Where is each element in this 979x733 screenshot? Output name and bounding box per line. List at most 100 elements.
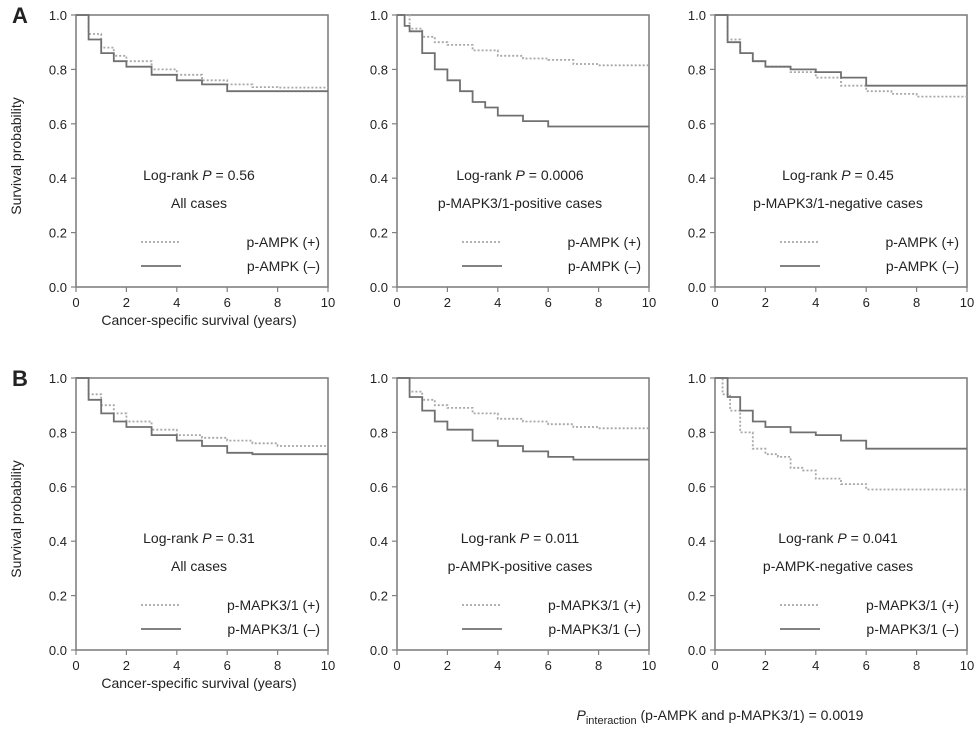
y-tick-label: 0.0 [370,280,388,295]
p-value: = 0.011 [529,530,579,546]
x-tick-label: 2 [123,295,130,310]
plot-frame [396,14,650,288]
x-axis-label: Cancer-specific survival (years) [101,312,296,328]
km-panel-1: 0.0 0.2 0.4 0.6 0.8 1.0 0 2 4 6 8 10 Cancer-specific… [8,3,335,328]
y-tick-label: 0.6 [688,117,706,132]
y-tick-label: 0.4 [49,171,67,186]
y-tick-label: 0.2 [370,589,388,604]
x-tick-label: 4 [494,658,501,673]
y-tick-label: 1.0 [370,8,388,23]
p-symbol: P [202,530,212,546]
legend-entry: p-AMPK (+) [567,234,641,250]
survival-curve-positive [76,377,328,447]
p-value: = 0.31 [212,530,255,546]
x-tick-label: 2 [444,295,451,310]
plot-frame [714,14,968,288]
survival-curve-negative [715,377,967,450]
subset-label: All cases [171,558,227,574]
km-panel-4: 0.0 0.2 0.4 0.6 0.8 1.0 0 2 4 6 8 10 Cancer-specific… [8,366,335,691]
p-symbol: P [520,530,530,546]
x-tick-label: 10 [321,658,335,673]
x-tick-label: 8 [274,295,281,310]
y-tick-label: 0.8 [370,62,388,77]
x-tick-label: 10 [321,295,335,310]
x-tick-label: 10 [960,658,974,673]
y-tick-label: 1.0 [370,371,388,386]
x-tick-label: 8 [274,658,281,673]
survival-curve-negative [715,14,967,87]
p-value: = 0.56 [212,167,255,183]
legend-entry: p-AMPK (+) [246,234,320,250]
y-tick-label: 1.0 [688,371,706,386]
km-panel-3: 0.0 0.2 0.4 0.6 0.8 1.0 0 2 4 6 8 10 Log-rank P = 0.… [688,8,974,310]
log-rank-test: Log-rank [461,530,520,546]
legend-entry: p-AMPK (+) [885,234,959,250]
subset-label: p-MAPK3/1-negative cases [753,195,923,211]
y-axis-label: Survival probability [8,97,24,215]
x-tick-label: 0 [393,295,400,310]
p-symbol: P [516,167,526,183]
x-tick-label: 8 [595,658,602,673]
y-tick-label: 0.0 [370,643,388,658]
y-tick-label: 0.2 [688,589,706,604]
log-rank-test: Log-rank [782,167,841,183]
x-tick-label: 10 [642,295,656,310]
x-tick-label: 6 [863,295,870,310]
log-rank-annotation: Log-rank P = 0.56 [143,167,255,183]
log-rank-annotation: Log-rank P = 0.011 [461,530,580,546]
y-tick-label: 1.0 [49,8,67,23]
survival-curve-negative [76,377,328,456]
y-tick-label: 0.0 [49,643,67,658]
x-tick-label: 10 [642,658,656,673]
panel-letter: A [12,3,28,28]
x-tick-label: 4 [812,295,819,310]
y-tick-label: 0.8 [688,425,706,440]
legend-entry: p-MAPK3/1 (+) [866,597,959,613]
x-tick-label: 2 [762,658,769,673]
x-tick-label: 4 [812,658,819,673]
survival-curve-negative [397,377,649,461]
log-rank-annotation: Log-rank P = 0.45 [782,167,894,183]
survival-curve-positive [715,377,967,491]
x-tick-label: 4 [494,295,501,310]
y-tick-label: 0.2 [688,226,706,241]
y-tick-label: 1.0 [49,371,67,386]
legend-entry: p-MAPK3/1 (+) [227,597,320,613]
log-rank-annotation: Log-rank P = 0.31 [143,530,255,546]
legend-entry: p-AMPK (–) [886,258,959,274]
y-tick-label: 0.0 [688,280,706,295]
interaction-subscript: interaction [586,715,637,727]
km-panel-6: 0.0 0.2 0.4 0.6 0.8 1.0 0 2 4 6 8 10 Log-rank P = 0.… [688,371,974,673]
plot-frame [75,14,329,288]
y-tick-label: 0.4 [688,171,706,186]
y-tick-label: 0.2 [49,226,67,241]
log-rank-test: Log-rank [778,530,837,546]
km-panel-5: 0.0 0.2 0.4 0.6 0.8 1.0 0 2 4 6 8 10 Log-rank P = 0.… [370,371,656,673]
x-tick-label: 8 [595,295,602,310]
y-tick-label: 0.4 [688,534,706,549]
legend-entry: p-AMPK (–) [247,258,320,274]
y-tick-label: 0.4 [370,534,388,549]
y-tick-label: 0.6 [370,117,388,132]
p-value: = 0.45 [851,167,894,183]
x-tick-label: 6 [224,658,231,673]
y-tick-label: 0.8 [370,425,388,440]
x-tick-label: 6 [863,658,870,673]
interaction-p-symbol: P [577,707,587,723]
legend-entry: p-AMPK (–) [568,258,641,274]
survival-curve-negative [76,14,328,93]
x-tick-label: 0 [711,658,718,673]
x-tick-label: 4 [173,658,180,673]
subset-label: p-MAPK3/1-positive cases [438,195,602,211]
x-tick-label: 0 [711,295,718,310]
x-tick-label: 8 [913,658,920,673]
p-value: = 0.041 [847,530,898,546]
y-tick-label: 0.0 [688,643,706,658]
x-tick-label: 2 [123,658,130,673]
subset-label: p-AMPK-negative cases [763,558,913,574]
p-value: = 0.0006 [525,167,584,183]
x-tick-label: 2 [762,295,769,310]
y-tick-label: 0.4 [49,534,67,549]
y-tick-label: 0.8 [49,425,67,440]
x-tick-label: 0 [72,295,79,310]
